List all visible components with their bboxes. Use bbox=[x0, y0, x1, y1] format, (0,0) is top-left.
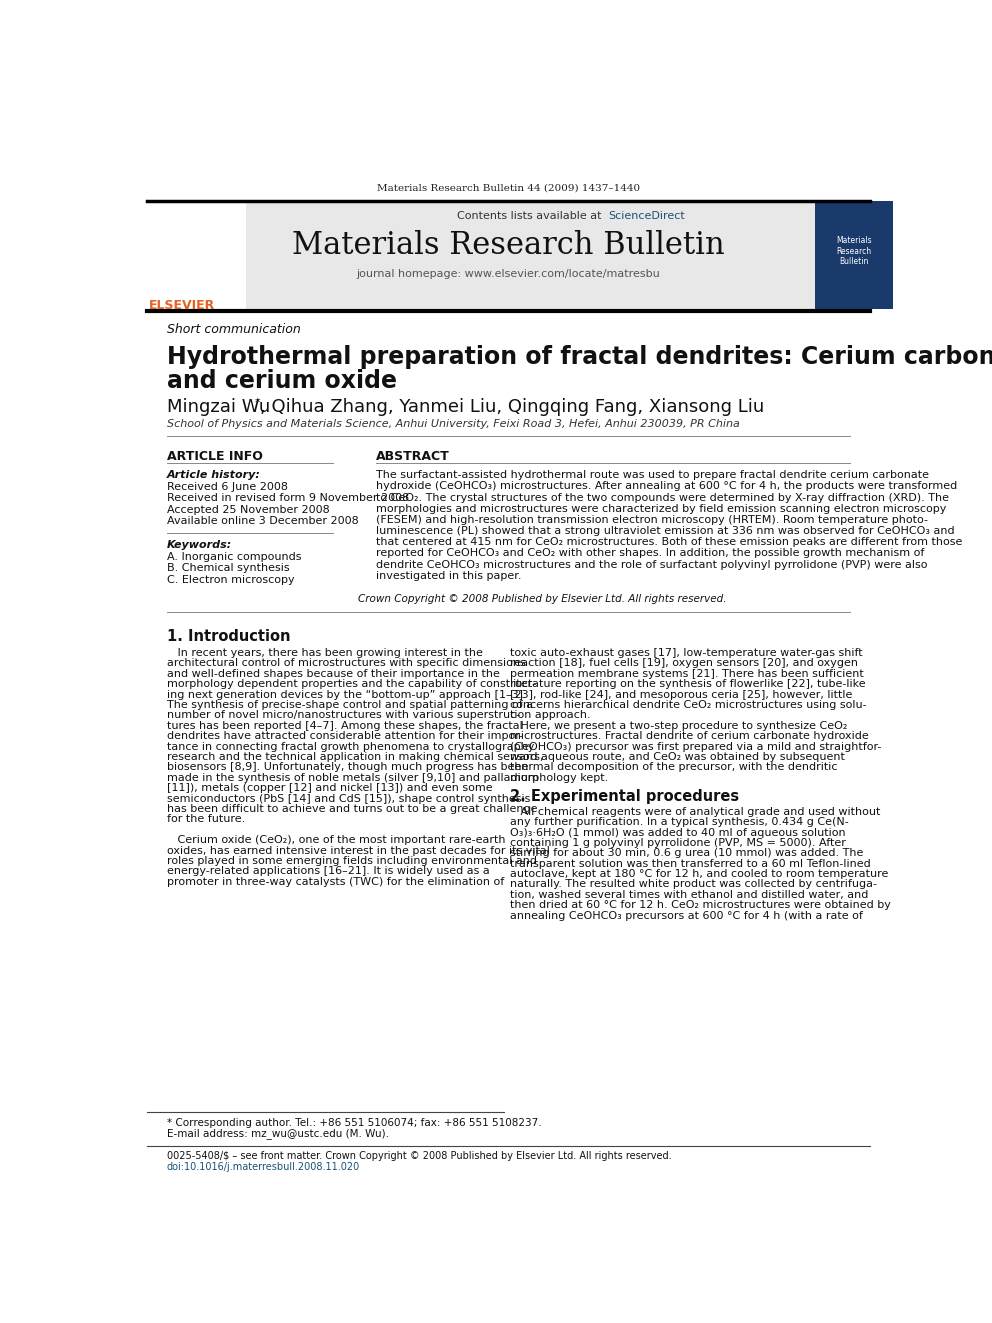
Text: roles played in some emerging fields including environmental and: roles played in some emerging fields inc… bbox=[167, 856, 537, 867]
Text: E-mail address: mz_wu@ustc.edu (M. Wu).: E-mail address: mz_wu@ustc.edu (M. Wu). bbox=[167, 1129, 389, 1139]
Text: ing next generation devices by the “bottom-up” approach [1–3].: ing next generation devices by the “bott… bbox=[167, 689, 526, 700]
Text: and well-defined shapes because of their importance in the: and well-defined shapes because of their… bbox=[167, 669, 500, 679]
Text: then dried at 60 °C for 12 h. CeO₂ microstructures were obtained by: then dried at 60 °C for 12 h. CeO₂ micro… bbox=[510, 900, 891, 910]
Text: promoter in three-way catalysts (TWC) for the elimination of: promoter in three-way catalysts (TWC) fo… bbox=[167, 877, 504, 886]
Text: to CeO₂. The crystal structures of the two compounds were determined by X-ray di: to CeO₂. The crystal structures of the t… bbox=[376, 492, 949, 503]
Text: thermal decomposition of the precursor, with the dendritic: thermal decomposition of the precursor, … bbox=[510, 762, 837, 773]
Text: naturally. The resulted white product was collected by centrifuga-: naturally. The resulted white product wa… bbox=[510, 880, 877, 889]
Text: ARTICLE INFO: ARTICLE INFO bbox=[167, 450, 263, 463]
Text: The synthesis of precise-shape control and spatial patterning of a: The synthesis of precise-shape control a… bbox=[167, 700, 533, 710]
Text: annealing CeOHCO₃ precursors at 600 °C for 4 h (with a rate of: annealing CeOHCO₃ precursors at 600 °C f… bbox=[510, 910, 863, 921]
Text: permeation membrane systems [21]. There has been sufficient: permeation membrane systems [21]. There … bbox=[510, 669, 864, 679]
Text: and cerium oxide: and cerium oxide bbox=[167, 369, 397, 393]
Text: ScienceDirect: ScienceDirect bbox=[608, 210, 685, 221]
Text: transparent solution was then transferred to a 60 ml Teflon-lined: transparent solution was then transferre… bbox=[510, 859, 871, 869]
Text: stirring for about 30 min, 0.6 g urea (10 mmol) was added. The: stirring for about 30 min, 0.6 g urea (1… bbox=[510, 848, 863, 859]
Text: oxides, has earned intensive interest in the past decades for its vital: oxides, has earned intensive interest in… bbox=[167, 845, 550, 856]
Text: Article history:: Article history: bbox=[167, 470, 261, 480]
Text: semiconductors (PbS [14] and CdS [15]), shape control synthesis: semiconductors (PbS [14] and CdS [15]), … bbox=[167, 794, 530, 803]
Text: journal homepage: www.elsevier.com/locate/matresbu: journal homepage: www.elsevier.com/locat… bbox=[356, 270, 661, 279]
Text: C. Electron microscopy: C. Electron microscopy bbox=[167, 576, 295, 585]
Text: 0025-5408/$ – see front matter. Crown Copyright © 2008 Published by Elsevier Ltd: 0025-5408/$ – see front matter. Crown Co… bbox=[167, 1151, 672, 1160]
Text: Materials
Research
Bulletin: Materials Research Bulletin bbox=[836, 237, 872, 266]
Text: Hydrothermal preparation of fractal dendrites: Cerium carbonate hydroxide: Hydrothermal preparation of fractal dend… bbox=[167, 345, 992, 369]
Text: dendrites have attracted considerable attention for their impor-: dendrites have attracted considerable at… bbox=[167, 732, 523, 741]
Text: The surfactant-assisted hydrothermal route was used to prepare fractal dendrite : The surfactant-assisted hydrothermal rou… bbox=[376, 470, 929, 480]
Text: O₃)₃·6H₂O (1 mmol) was added to 40 ml of aqueous solution: O₃)₃·6H₂O (1 mmol) was added to 40 ml of… bbox=[510, 827, 845, 837]
Text: ELSEVIER: ELSEVIER bbox=[149, 299, 215, 311]
Text: 2. Experimental procedures: 2. Experimental procedures bbox=[510, 789, 739, 804]
Text: Keywords:: Keywords: bbox=[167, 540, 232, 550]
Text: Materials Research Bulletin 44 (2009) 1437–1440: Materials Research Bulletin 44 (2009) 14… bbox=[377, 184, 640, 193]
Text: Mingzai Wu: Mingzai Wu bbox=[167, 398, 270, 417]
Text: ABSTRACT: ABSTRACT bbox=[376, 450, 449, 463]
Text: number of novel micro/nanostructures with various superstruc-: number of novel micro/nanostructures wit… bbox=[167, 710, 520, 721]
Text: hydroxide (CeOHCO₃) microstructures. After annealing at 600 °C for 4 h, the prod: hydroxide (CeOHCO₃) microstructures. Aft… bbox=[376, 482, 957, 491]
Text: for the future.: for the future. bbox=[167, 815, 245, 824]
Text: 1. Introduction: 1. Introduction bbox=[167, 628, 290, 644]
Text: *: * bbox=[255, 398, 261, 407]
Text: energy-related applications [16–21]. It is widely used as a: energy-related applications [16–21]. It … bbox=[167, 867, 489, 876]
FancyBboxPatch shape bbox=[815, 201, 893, 308]
Text: Available online 3 December 2008: Available online 3 December 2008 bbox=[167, 516, 358, 527]
Text: biosensors [8,9]. Unfortunately, though much progress has been: biosensors [8,9]. Unfortunately, though … bbox=[167, 762, 528, 773]
Text: tion, washed several times with ethanol and distilled water, and: tion, washed several times with ethanol … bbox=[510, 890, 868, 900]
Text: (FESEM) and high-resolution transmission electron microscopy (HRTEM). Room tempe: (FESEM) and high-resolution transmission… bbox=[376, 515, 928, 525]
FancyBboxPatch shape bbox=[147, 201, 246, 308]
Text: Short communication: Short communication bbox=[167, 323, 301, 336]
Text: Crown Copyright © 2008 Published by Elsevier Ltd. All rights reserved.: Crown Copyright © 2008 Published by Else… bbox=[358, 594, 727, 605]
Text: microstructures. Fractal dendrite of cerium carbonate hydroxide: microstructures. Fractal dendrite of cer… bbox=[510, 732, 869, 741]
Text: ward aqueous route, and CeO₂ was obtained by subsequent: ward aqueous route, and CeO₂ was obtaine… bbox=[510, 751, 845, 762]
Text: reported for CeOHCO₃ and CeO₂ with other shapes. In addition, the possible growt: reported for CeOHCO₃ and CeO₂ with other… bbox=[376, 549, 925, 558]
Text: A. Inorganic compounds: A. Inorganic compounds bbox=[167, 552, 302, 562]
Text: morphology dependent properties and the capability of construct-: morphology dependent properties and the … bbox=[167, 679, 536, 689]
Text: doi:10.1016/j.materresbull.2008.11.020: doi:10.1016/j.materresbull.2008.11.020 bbox=[167, 1162, 360, 1172]
FancyBboxPatch shape bbox=[246, 201, 815, 308]
Text: architectural control of microstructures with specific dimensions: architectural control of microstructures… bbox=[167, 659, 526, 668]
Text: luminescence (PL) showed that a strong ultraviolet emission at 336 nm was observ: luminescence (PL) showed that a strong u… bbox=[376, 527, 954, 536]
Text: any further purification. In a typical synthesis, 0.434 g Ce(N-: any further purification. In a typical s… bbox=[510, 818, 849, 827]
Text: morphologies and microstructures were characterized by field emission scanning e: morphologies and microstructures were ch… bbox=[376, 504, 946, 513]
Text: dendrite CeOHCO₃ microstructures and the role of surfactant polyvinyl pyrrolidon: dendrite CeOHCO₃ microstructures and the… bbox=[376, 560, 928, 569]
Text: that centered at 415 nm for CeO₂ microstructures. Both of these emission peaks a: that centered at 415 nm for CeO₂ microst… bbox=[376, 537, 962, 548]
Text: Materials Research Bulletin: Materials Research Bulletin bbox=[292, 230, 725, 261]
Text: reaction [18], fuel cells [19], oxygen sensors [20], and oxygen: reaction [18], fuel cells [19], oxygen s… bbox=[510, 659, 858, 668]
Text: concerns hierarchical dendrite CeO₂ microstructures using solu-: concerns hierarchical dendrite CeO₂ micr… bbox=[510, 700, 867, 710]
Text: Cerium oxide (CeO₂), one of the most important rare-earth: Cerium oxide (CeO₂), one of the most imp… bbox=[167, 835, 505, 845]
Text: made in the synthesis of noble metals (silver [9,10] and palladium: made in the synthesis of noble metals (s… bbox=[167, 773, 539, 783]
Text: Received in revised form 9 November 2008: Received in revised form 9 November 2008 bbox=[167, 493, 409, 503]
Text: has been difficult to achieve and turns out to be a great challenge: has been difficult to achieve and turns … bbox=[167, 804, 537, 814]
Text: toxic auto-exhaust gases [17], low-temperature water-gas shift: toxic auto-exhaust gases [17], low-tempe… bbox=[510, 648, 863, 658]
Text: * Corresponding author. Tel.: +86 551 5106074; fax: +86 551 5108237.: * Corresponding author. Tel.: +86 551 51… bbox=[167, 1118, 542, 1127]
Text: In recent years, there has been growing interest in the: In recent years, there has been growing … bbox=[167, 648, 482, 658]
Text: (CeOHCO₃) precursor was first prepared via a mild and straightfor-: (CeOHCO₃) precursor was first prepared v… bbox=[510, 742, 881, 751]
Text: [11]), metals (copper [12] and nickel [13]) and even some: [11]), metals (copper [12] and nickel [1… bbox=[167, 783, 492, 794]
Text: Received 6 June 2008: Received 6 June 2008 bbox=[167, 482, 288, 492]
Text: literature reporting on the synthesis of flowerlike [22], tube-like: literature reporting on the synthesis of… bbox=[510, 679, 866, 689]
Text: tion approach.: tion approach. bbox=[510, 710, 590, 721]
Text: autoclave, kept at 180 °C for 12 h, and cooled to room temperature: autoclave, kept at 180 °C for 12 h, and … bbox=[510, 869, 888, 878]
Text: Here, we present a two-step procedure to synthesize CeO₂: Here, we present a two-step procedure to… bbox=[510, 721, 847, 730]
Text: research and the technical application in making chemical sensors,: research and the technical application i… bbox=[167, 751, 544, 762]
Text: tance in connecting fractal growth phenomena to crystallography: tance in connecting fractal growth pheno… bbox=[167, 742, 534, 751]
Text: tures has been reported [4–7]. Among these shapes, the fractal: tures has been reported [4–7]. Among the… bbox=[167, 721, 523, 730]
Text: Contents lists available at: Contents lists available at bbox=[457, 210, 605, 221]
Text: B. Chemical synthesis: B. Chemical synthesis bbox=[167, 564, 290, 573]
Text: , Qihua Zhang, Yanmei Liu, Qingqing Fang, Xiansong Liu: , Qihua Zhang, Yanmei Liu, Qingqing Fang… bbox=[260, 398, 765, 417]
Text: Accepted 25 November 2008: Accepted 25 November 2008 bbox=[167, 505, 329, 515]
Text: School of Physics and Materials Science, Anhui University, Feixi Road 3, Hefei, : School of Physics and Materials Science,… bbox=[167, 419, 739, 430]
Text: investigated in this paper.: investigated in this paper. bbox=[376, 570, 522, 581]
Text: All chemical reagents were of analytical grade and used without: All chemical reagents were of analytical… bbox=[510, 807, 880, 816]
Text: morphology kept.: morphology kept. bbox=[510, 773, 608, 783]
Text: [23], rod-like [24], and mesoporous ceria [25], however, little: [23], rod-like [24], and mesoporous ceri… bbox=[510, 689, 852, 700]
Text: containing 1 g polyvinyl pyrrolidone (PVP, MS = 5000). After: containing 1 g polyvinyl pyrrolidone (PV… bbox=[510, 837, 846, 848]
